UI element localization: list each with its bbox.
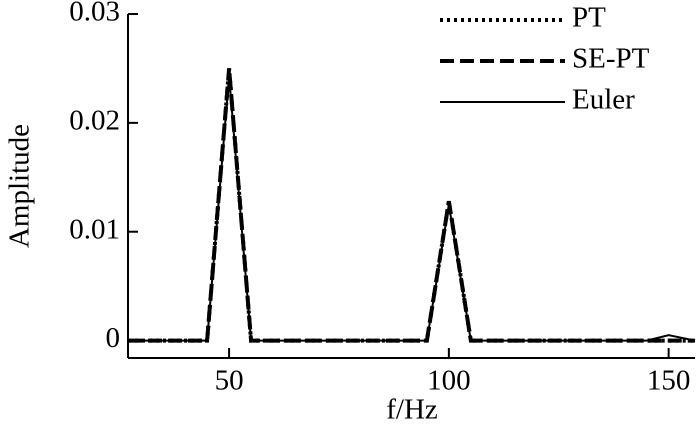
y-tick-label: 0.01 <box>69 213 120 245</box>
y-tick-label: 0.03 <box>69 0 120 28</box>
legend-label: PT <box>572 2 606 34</box>
y-axis-label: Amplitude <box>4 124 36 248</box>
series-line <box>128 75 696 342</box>
x-tick-label: 100 <box>427 365 471 397</box>
x-tick-label: 150 <box>647 365 691 397</box>
x-tick-label: 50 <box>215 365 244 397</box>
y-tick-label: 0 <box>106 322 121 354</box>
y-tick-label: 0.02 <box>69 105 120 137</box>
x-axis-label: f/Hz <box>386 394 438 426</box>
legend-label: SE-PT <box>572 43 650 75</box>
legend-label: Euler <box>572 84 635 116</box>
